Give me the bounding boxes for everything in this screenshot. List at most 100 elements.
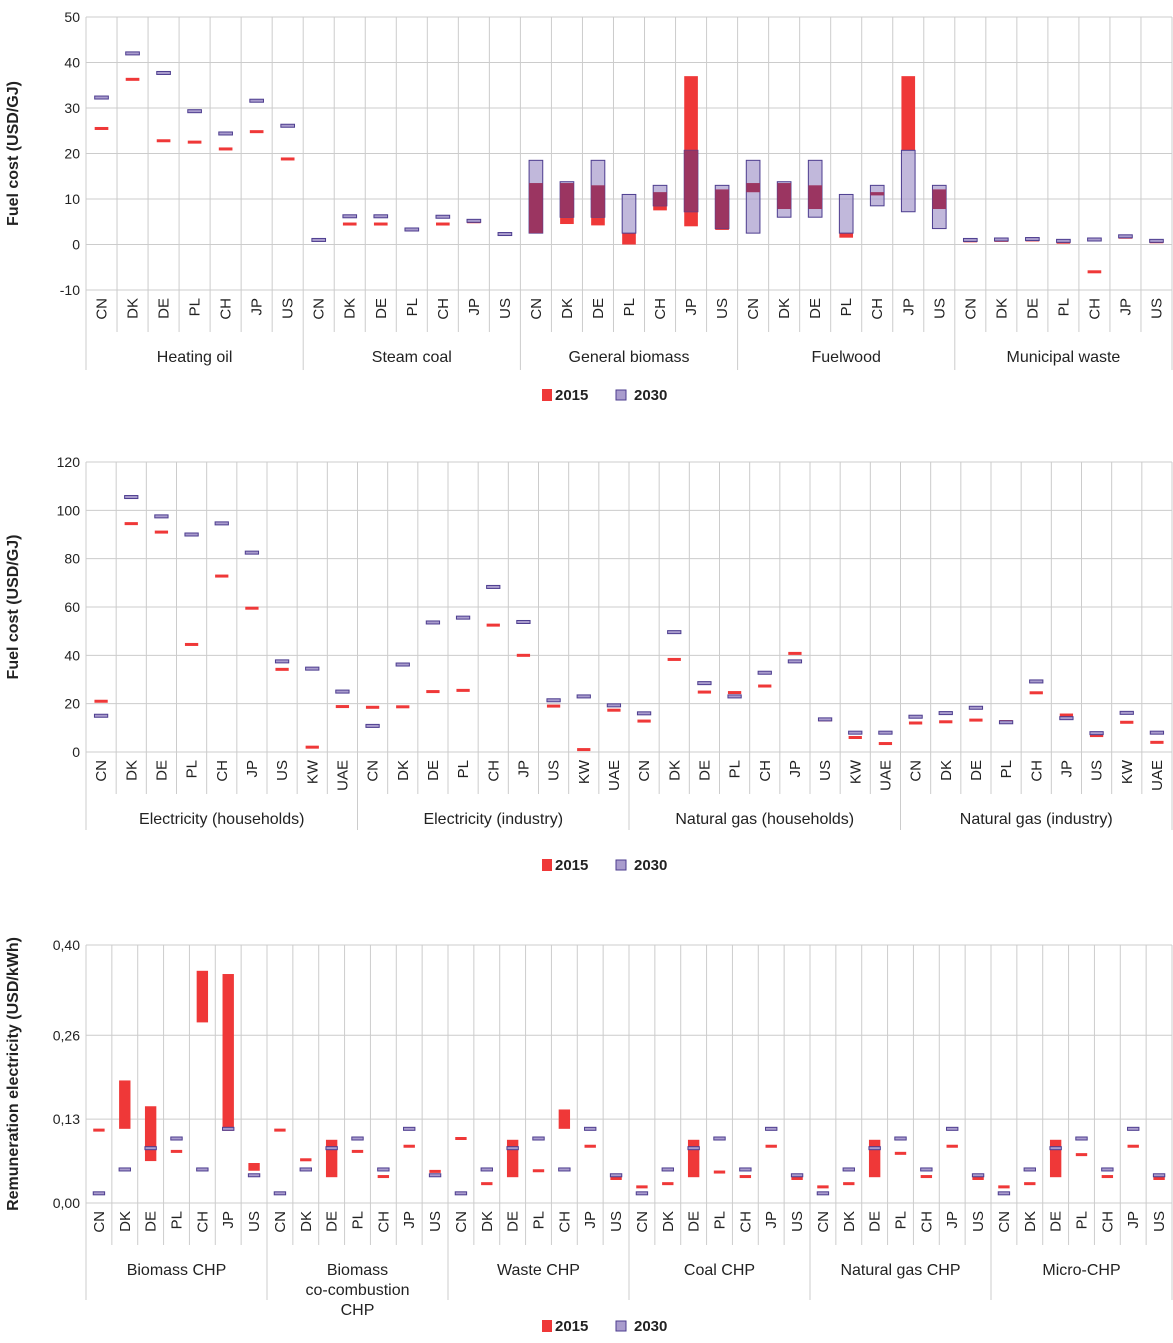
x-tick-label: US bbox=[497, 298, 514, 319]
x-tick-label: CH bbox=[214, 760, 231, 782]
x-tick-label: US bbox=[246, 1211, 263, 1232]
bar-2015 bbox=[878, 742, 893, 746]
bar-2030 bbox=[273, 1191, 287, 1196]
bar-2015 bbox=[758, 684, 772, 688]
x-tick-label: DK bbox=[559, 298, 576, 319]
bar-2030 bbox=[739, 1167, 752, 1172]
x-tick-label: DE bbox=[590, 298, 607, 319]
bar-2015 bbox=[920, 1175, 933, 1179]
legend-swatch-2015 bbox=[542, 859, 552, 871]
bar-2030 bbox=[962, 237, 978, 242]
x-tick-label: DE bbox=[425, 760, 442, 781]
x-tick-label: DE bbox=[696, 760, 713, 781]
bar-2015 bbox=[637, 719, 651, 723]
y-tick-label: -10 bbox=[60, 282, 80, 298]
x-tick-label: PL bbox=[1055, 298, 1072, 316]
x-tick-label: CN bbox=[908, 760, 925, 782]
x-tick-label: JP bbox=[401, 1211, 418, 1229]
bar-2030 bbox=[435, 214, 451, 219]
bar-2015 bbox=[839, 233, 854, 238]
bar-2030 bbox=[621, 193, 637, 234]
bar-2015 bbox=[456, 688, 470, 692]
bar-2030 bbox=[1127, 1126, 1140, 1131]
bar-2030 bbox=[667, 630, 682, 635]
bar-2015 bbox=[365, 705, 380, 709]
bar-2030 bbox=[1075, 1136, 1088, 1141]
x-tick-label: JP bbox=[787, 760, 804, 778]
bar-2015 bbox=[636, 1185, 648, 1189]
bar-2030 bbox=[900, 149, 916, 213]
bar-2015 bbox=[403, 1144, 415, 1148]
x-tick-label: US bbox=[931, 298, 948, 319]
bar-2015 bbox=[1024, 1182, 1036, 1186]
bar-2030 bbox=[480, 1167, 493, 1172]
legend-swatch-2030 bbox=[615, 859, 627, 871]
x-tick-label: JP bbox=[683, 298, 700, 316]
bar-2030 bbox=[661, 1167, 674, 1172]
bar-2015 bbox=[610, 1176, 622, 1180]
bar-overlap bbox=[746, 183, 760, 193]
bar-2015 bbox=[1153, 1176, 1165, 1180]
bar-2015 bbox=[342, 222, 357, 226]
x-tick-label: PL bbox=[893, 1211, 910, 1229]
x-tick-label: CN bbox=[453, 1211, 470, 1233]
bar-2015 bbox=[817, 1185, 829, 1189]
x-tick-label: PL bbox=[404, 298, 421, 316]
bar-overlap bbox=[560, 183, 574, 218]
x-tick-label: JP bbox=[582, 1211, 599, 1229]
legend-label-2030: 2030 bbox=[634, 387, 667, 404]
bar-2015 bbox=[196, 970, 209, 1023]
x-tick-label: JP bbox=[515, 760, 532, 778]
bar-2030 bbox=[93, 713, 109, 718]
x-tick-label: CN bbox=[636, 760, 653, 782]
bar-2030 bbox=[998, 720, 1014, 725]
bar-2030 bbox=[1149, 730, 1165, 735]
x-tick-label: JP bbox=[249, 298, 266, 316]
bar-2030 bbox=[506, 1146, 519, 1151]
bar-2030 bbox=[92, 1191, 106, 1196]
bar-overlap bbox=[777, 183, 791, 210]
bar-2030 bbox=[486, 584, 501, 589]
x-tick-label: US bbox=[1148, 298, 1165, 319]
legend-swatch-2030 bbox=[615, 1320, 627, 1332]
bar-2015 bbox=[727, 691, 742, 695]
bar-2030 bbox=[125, 51, 140, 56]
x-tick-label: DE bbox=[156, 298, 173, 319]
x-tick-label: PL bbox=[187, 298, 204, 316]
bar-2015 bbox=[506, 1139, 519, 1178]
x-tick-label: DK bbox=[993, 298, 1010, 319]
bar-2030 bbox=[377, 1167, 390, 1172]
bar-2015 bbox=[1150, 740, 1164, 744]
group-label-line: Biomass bbox=[327, 1262, 388, 1279]
group-label: Biomass co-combustion CHP bbox=[305, 1262, 409, 1319]
bar-2030 bbox=[222, 1126, 235, 1131]
y-tick-label: 0 bbox=[72, 744, 80, 760]
bar-overlap bbox=[870, 192, 885, 196]
bar-2030 bbox=[727, 694, 742, 699]
bar-2015 bbox=[998, 1185, 1010, 1189]
x-tick-label: UAE bbox=[334, 760, 351, 791]
bar-2015 bbox=[969, 718, 983, 722]
bar-2030 bbox=[170, 1136, 183, 1141]
bar-2030 bbox=[745, 159, 761, 234]
bar-2030 bbox=[1049, 1146, 1062, 1151]
bar-2015 bbox=[426, 690, 440, 694]
x-tick-label: DE bbox=[153, 760, 170, 781]
group-label: Municipal waste bbox=[1006, 349, 1120, 366]
x-tick-label: JP bbox=[244, 760, 261, 778]
y-axis-label: Remuneration electricity (USD/kWh) bbox=[5, 937, 22, 1211]
y-tick-label: 0,26 bbox=[53, 1027, 80, 1043]
bar-2030 bbox=[968, 705, 984, 710]
bar-2030 bbox=[997, 1191, 1011, 1196]
x-tick-label: DE bbox=[807, 298, 824, 319]
bar-2030 bbox=[894, 1136, 907, 1141]
bar-overlap bbox=[684, 150, 698, 212]
x-tick-label: PL bbox=[838, 298, 855, 316]
bar-overlap bbox=[529, 183, 543, 234]
bar-2030 bbox=[971, 1173, 985, 1178]
bar-2015 bbox=[436, 222, 450, 226]
bar-2030 bbox=[938, 711, 953, 716]
bar-2015 bbox=[848, 736, 862, 739]
y-tick-label: 30 bbox=[64, 100, 80, 116]
x-tick-label: UAE bbox=[877, 760, 894, 791]
